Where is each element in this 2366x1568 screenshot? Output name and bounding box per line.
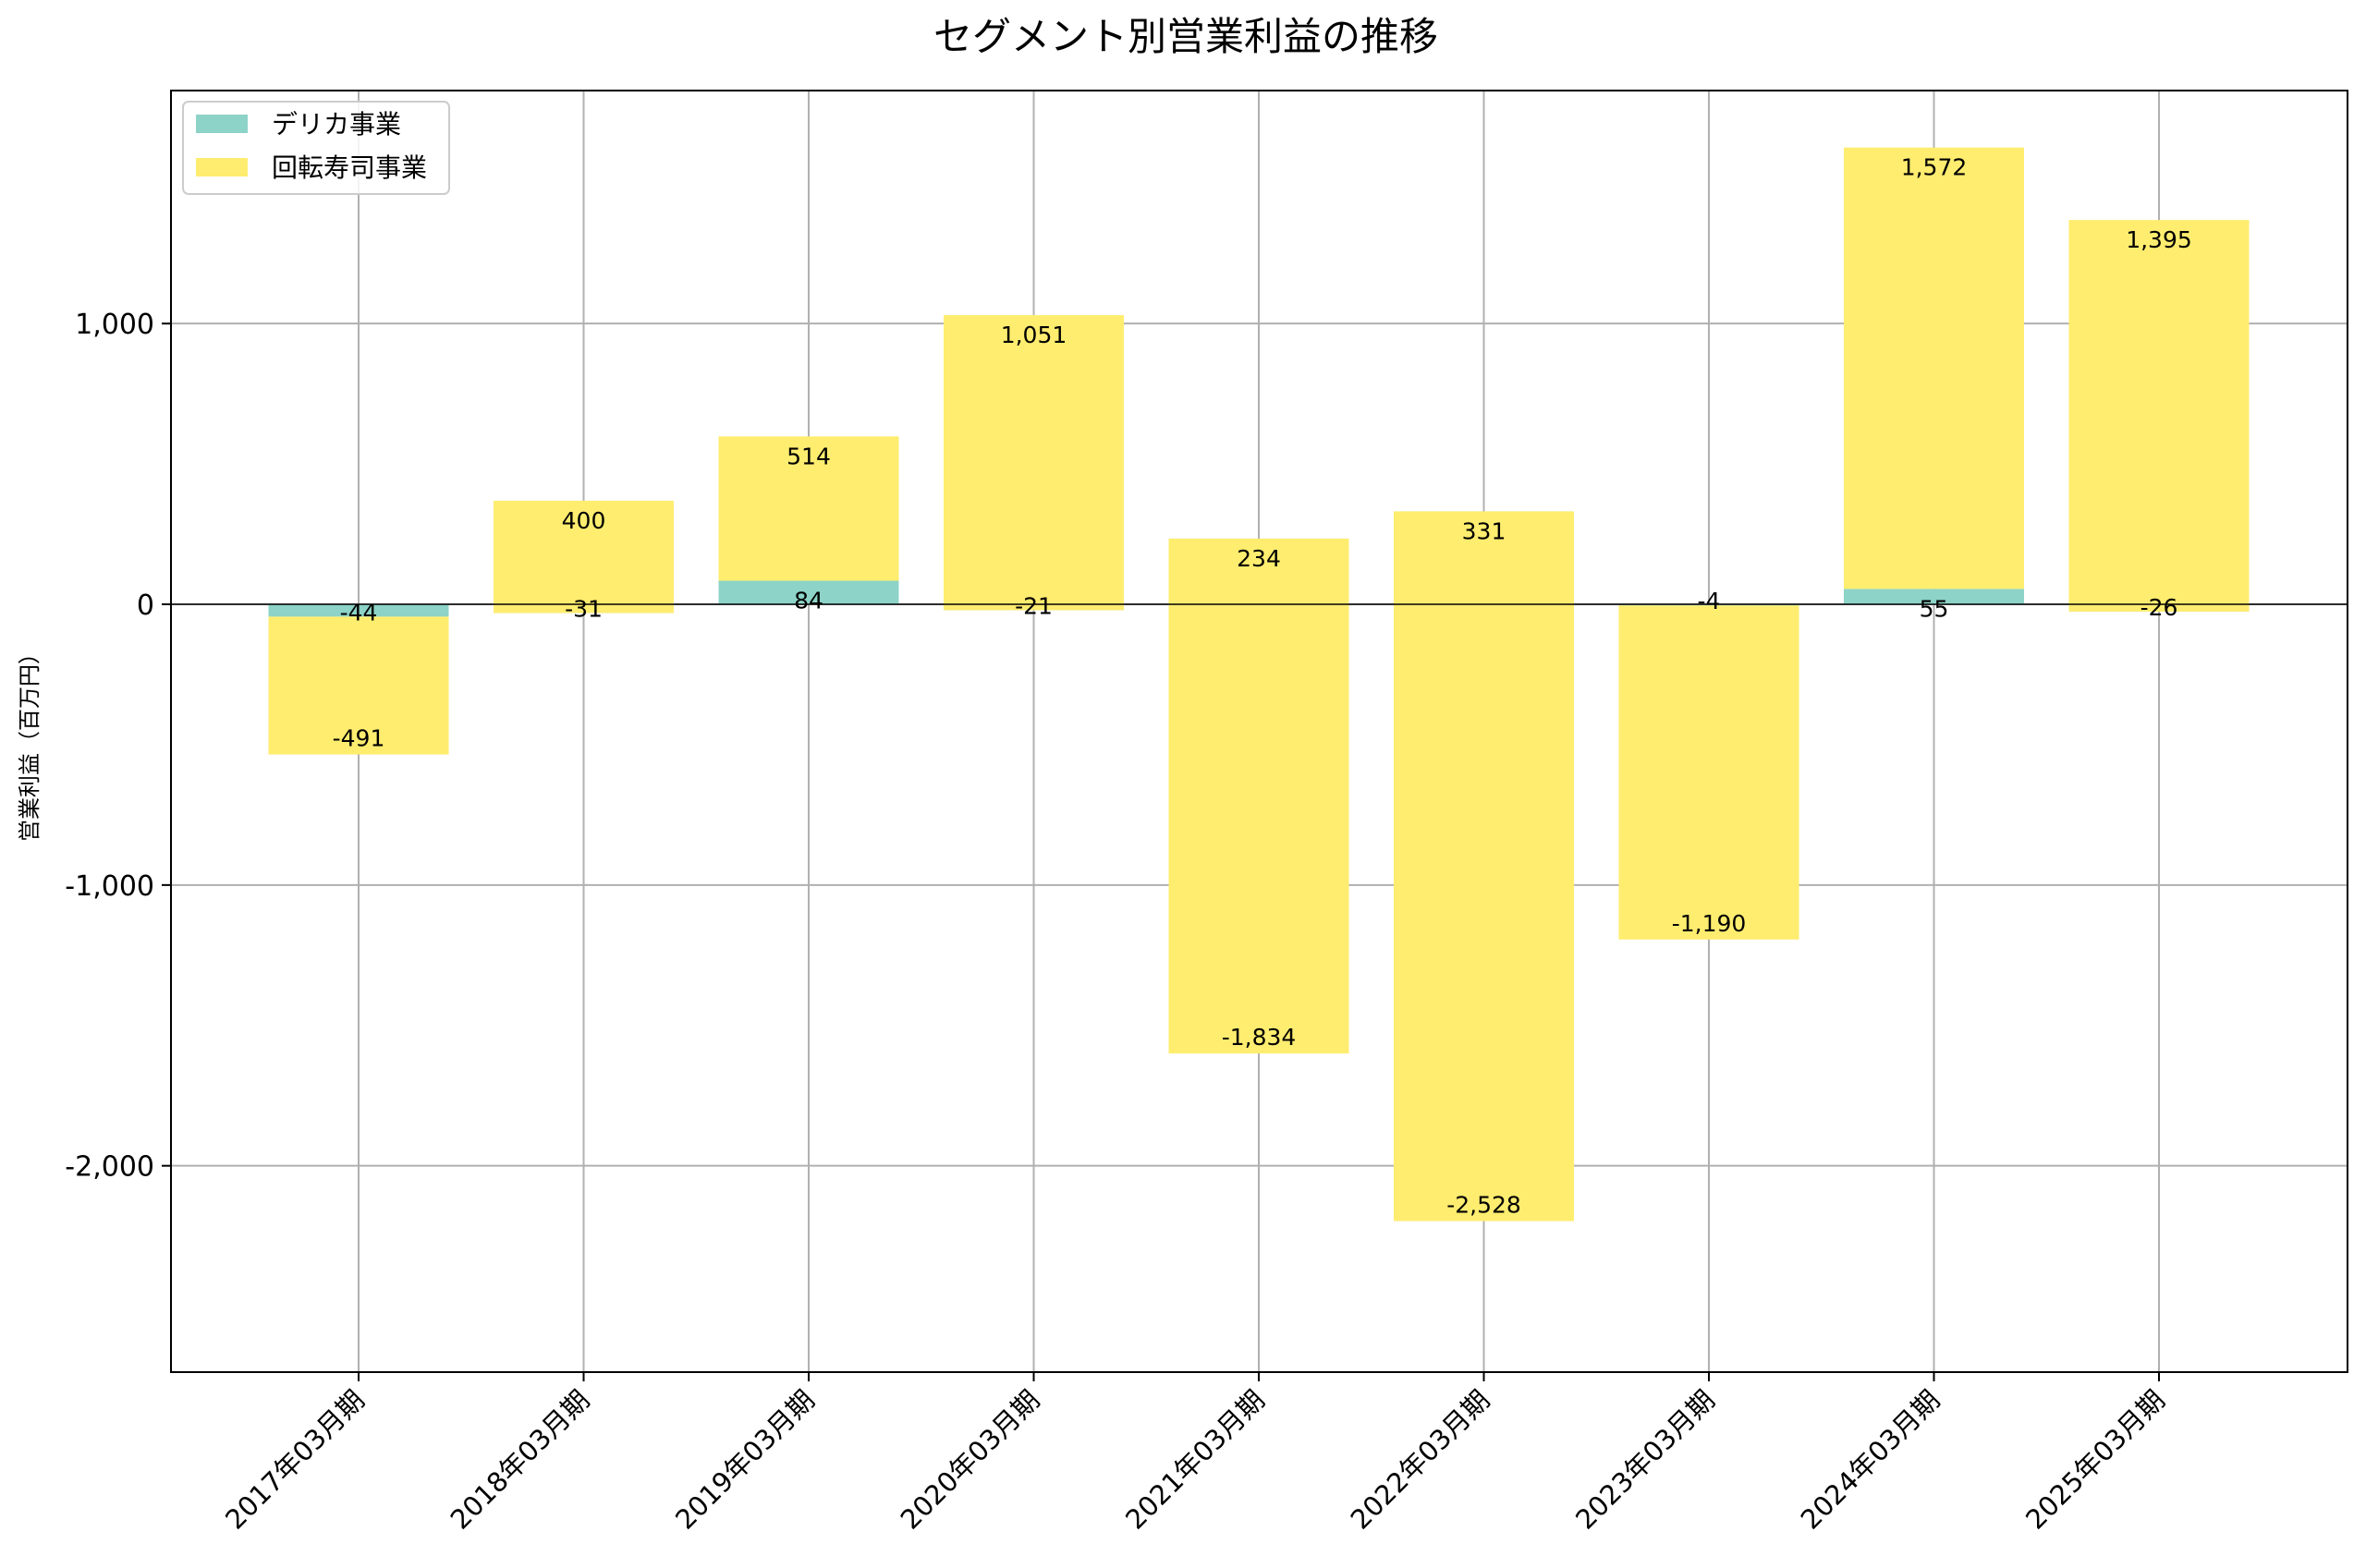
bar-delica xyxy=(718,580,899,605)
x-tick-label: 2019年03月期 xyxy=(669,1384,821,1536)
bar-sushi xyxy=(1618,605,1799,940)
data-labels: -44 -491 -31 400 84 514 -21 1,051 234 -1,834 331 -2… xyxy=(333,154,2192,1219)
bar-value-label: -44 xyxy=(340,599,378,626)
bar-value-label: -491 xyxy=(333,725,385,752)
legend-box xyxy=(182,101,450,195)
y-axis-label: 営業利益（百万円） xyxy=(17,642,43,842)
x-tick-label: 2021年03月期 xyxy=(1119,1384,1271,1536)
bar-value-label: -26 xyxy=(2140,594,2178,621)
bar-sushi xyxy=(1394,511,1574,1222)
bar-value-label: -31 xyxy=(565,595,603,622)
x-tick-label: 2023年03月期 xyxy=(1569,1384,1721,1536)
bar-sushi xyxy=(2068,220,2250,612)
bar-delica xyxy=(1844,589,2024,605)
y-tick-label: 1,000 xyxy=(75,309,154,341)
plot-frame xyxy=(170,90,2348,1373)
bar-sushi xyxy=(494,500,674,614)
bar-value-label: 400 xyxy=(562,507,606,534)
legend-swatch xyxy=(196,115,248,133)
bar-sushi xyxy=(1844,147,2024,590)
bar-value-label: 234 xyxy=(1237,545,1281,572)
bar-sushi xyxy=(718,436,899,581)
x-tick-label: 2018年03月期 xyxy=(445,1384,596,1536)
bar-value-label: -4 xyxy=(1698,588,1721,614)
bar-value-label: 1,572 xyxy=(1901,154,1968,181)
legend-swatch xyxy=(196,158,248,176)
bar-delica xyxy=(268,604,449,617)
chart-title: セグメント別営業利益の推移 xyxy=(933,14,1438,59)
bar-sushi xyxy=(268,616,449,755)
x-tick-label: 2017年03月期 xyxy=(219,1384,371,1536)
y-tick-label: -1,000 xyxy=(65,870,154,903)
bar-value-label: -2,528 xyxy=(1446,1192,1521,1219)
x-tick-label: 2025年03月期 xyxy=(2019,1384,2171,1536)
x-tick-label: 2020年03月期 xyxy=(895,1384,1046,1536)
x-tick-label: 2024年03月期 xyxy=(1795,1384,1946,1536)
legend-label: 回転寿司事業 xyxy=(272,152,427,183)
y-tick-label: 0 xyxy=(137,590,154,622)
bar-sushi xyxy=(1168,538,1349,1054)
bar-value-label: 514 xyxy=(787,443,831,469)
bar-sushi xyxy=(944,315,1124,611)
bar-value-label: 1,051 xyxy=(1001,322,1067,348)
x-tick-label: 2022年03月期 xyxy=(1345,1384,1496,1536)
bar-value-label: 55 xyxy=(1920,595,1949,622)
bar-value-label: -1,190 xyxy=(1672,910,1747,937)
legend-label: デリカ事業 xyxy=(272,109,401,140)
bar-value-label: 1,395 xyxy=(2126,226,2192,253)
bars xyxy=(268,147,2250,1222)
bar-value-label: -1,834 xyxy=(1222,1024,1297,1051)
y-tick-label: -2,000 xyxy=(65,1151,154,1184)
bar-value-label: -21 xyxy=(1015,592,1053,619)
bar-value-label: 84 xyxy=(794,587,823,614)
bar-value-label: 331 xyxy=(1462,517,1506,544)
